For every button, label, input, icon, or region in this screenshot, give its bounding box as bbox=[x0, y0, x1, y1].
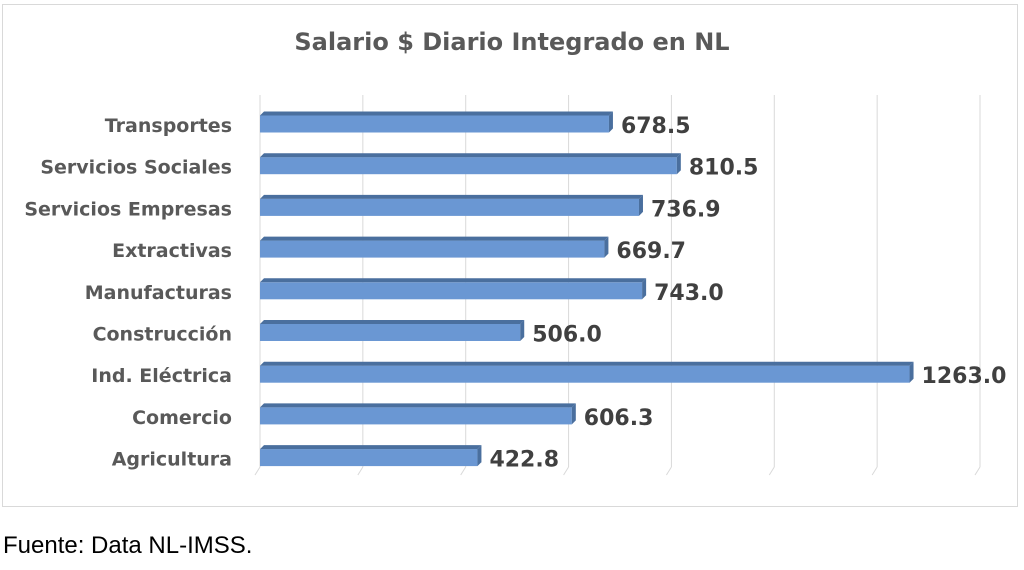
data-label: 1263.0 bbox=[922, 364, 1007, 389]
category-label: Construcción bbox=[93, 324, 232, 346]
bar-end bbox=[909, 361, 914, 383]
gridline-floor bbox=[666, 466, 672, 476]
gridline-floor bbox=[254, 466, 261, 476]
data-label: 422.8 bbox=[489, 448, 559, 473]
bar-end bbox=[571, 403, 576, 425]
data-label: 606.3 bbox=[584, 406, 654, 431]
bar-top bbox=[260, 445, 482, 450]
data-label: 678.5 bbox=[621, 114, 691, 139]
category-label: Transportes bbox=[105, 115, 232, 137]
category-label: Ind. Eléctrica bbox=[91, 365, 232, 387]
bar-end bbox=[642, 278, 647, 300]
gridline-floor bbox=[974, 466, 981, 476]
category-label: Servicios Sociales bbox=[40, 157, 232, 179]
bar bbox=[260, 365, 910, 383]
bar-top bbox=[260, 403, 576, 408]
bar-top bbox=[260, 153, 681, 158]
bar bbox=[260, 407, 572, 425]
data-label: 743.0 bbox=[654, 281, 724, 306]
bar-top bbox=[260, 320, 525, 324]
bar bbox=[260, 324, 521, 341]
bar bbox=[260, 282, 643, 300]
bar-end bbox=[520, 320, 525, 341]
gridline-floor bbox=[563, 466, 569, 476]
bar-end bbox=[604, 236, 609, 258]
bar-top bbox=[260, 111, 613, 116]
bar-end bbox=[477, 445, 482, 467]
chart-title: Salario $ Diario Integrado en NL bbox=[294, 28, 730, 56]
bar-top bbox=[260, 361, 914, 366]
bar-end bbox=[676, 153, 681, 175]
bar bbox=[260, 240, 605, 258]
category-label: Agricultura bbox=[112, 449, 232, 471]
bar-end bbox=[608, 111, 613, 133]
gridline-floor bbox=[460, 466, 467, 476]
bar bbox=[260, 198, 639, 216]
gridline-floor bbox=[768, 466, 775, 476]
gridline-floor bbox=[357, 466, 364, 476]
source-note: Fuente: Data NL-IMSS. bbox=[3, 532, 253, 559]
category-label: Comercio bbox=[132, 407, 232, 429]
bar bbox=[260, 157, 677, 175]
data-label: 736.9 bbox=[651, 197, 721, 222]
data-label: 669.7 bbox=[616, 239, 686, 264]
chart-svg: Transportes 678.5 Servicios Sociales 810.5 S… bbox=[24, 95, 1007, 476]
bar bbox=[260, 115, 609, 133]
gridline-floor bbox=[871, 466, 878, 476]
data-label: 506.0 bbox=[532, 323, 602, 348]
bar bbox=[260, 449, 478, 467]
category-label: Manufacturas bbox=[85, 282, 232, 304]
category-label: Extractivas bbox=[112, 240, 232, 262]
bar-top bbox=[260, 236, 609, 241]
bar-top bbox=[260, 278, 647, 283]
category-label: Servicios Empresas bbox=[24, 198, 232, 220]
data-label: 810.5 bbox=[689, 156, 759, 181]
bar-top bbox=[260, 194, 643, 199]
bar-end bbox=[638, 194, 643, 216]
